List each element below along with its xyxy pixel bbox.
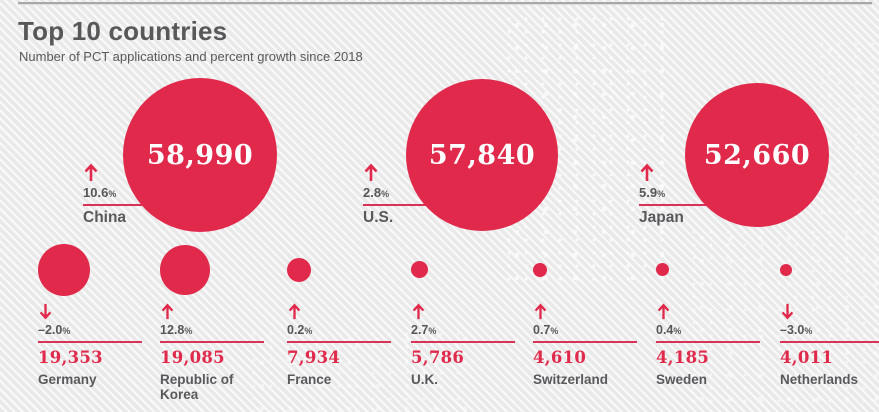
growth-arrow-icon bbox=[364, 163, 378, 181]
bubble-netherlands bbox=[780, 264, 792, 276]
growth-percent: 2.8% bbox=[363, 185, 390, 200]
application-count: 4,011 bbox=[780, 347, 834, 367]
growth-arrow-icon bbox=[39, 303, 52, 320]
bubble-uk bbox=[411, 261, 428, 278]
label-column-china: 10.6% China bbox=[83, 163, 213, 225]
growth-percent: 0.7% bbox=[533, 323, 559, 337]
accent-underline bbox=[160, 341, 264, 343]
growth-arrow-icon bbox=[84, 163, 98, 181]
growth-percent: 12.8% bbox=[160, 323, 193, 337]
bubble-japan: 52,660 bbox=[685, 83, 829, 227]
label-column-us: 2.8% U.S. bbox=[363, 163, 493, 225]
accent-underline bbox=[363, 204, 467, 206]
country-name: Switzerland bbox=[533, 371, 609, 387]
accent-underline bbox=[287, 341, 391, 343]
top-divider-line bbox=[18, 2, 872, 5]
application-count: 4,185 bbox=[656, 347, 710, 367]
page-title: Top 10 countries bbox=[18, 16, 228, 46]
accent-underline bbox=[38, 341, 142, 343]
growth-arrow-icon bbox=[657, 303, 670, 320]
growth-percent: 0.2% bbox=[287, 323, 313, 337]
country-name: China bbox=[83, 208, 127, 226]
growth-arrow-icon bbox=[640, 163, 654, 181]
bubble-republic-of-korea bbox=[160, 245, 210, 295]
application-count: 5,786 bbox=[411, 347, 465, 367]
accent-underline bbox=[656, 341, 760, 343]
bubble-sweden bbox=[656, 263, 669, 276]
label-column-switzerland: 0.7% 4,610 Switzerland bbox=[533, 303, 663, 387]
bubble-china: 58,990 bbox=[123, 78, 277, 232]
country-name: U.K. bbox=[411, 371, 438, 387]
accent-underline bbox=[533, 341, 637, 343]
accent-underline bbox=[411, 341, 515, 343]
country-name: France bbox=[287, 371, 332, 387]
growth-percent: 10.6% bbox=[83, 185, 117, 200]
country-name: Sweden bbox=[656, 371, 708, 387]
label-column-netherlands: –3.0% 4,011 Netherlands bbox=[780, 303, 879, 387]
growth-arrow-icon bbox=[161, 303, 174, 320]
growth-arrow-icon bbox=[412, 303, 425, 320]
growth-arrow-icon bbox=[534, 303, 547, 320]
bubble-value-japan: 52,660 bbox=[703, 139, 811, 171]
application-count: 19,085 bbox=[160, 347, 225, 367]
bubble-germany bbox=[38, 244, 90, 296]
accent-underline bbox=[83, 204, 187, 206]
country-name: Netherlands bbox=[780, 371, 859, 387]
page-subtitle: Number of PCT applications and percent g… bbox=[19, 49, 363, 64]
application-count: 7,934 bbox=[287, 347, 341, 367]
bubble-value-us: 57,840 bbox=[428, 139, 536, 171]
growth-percent: 0.4% bbox=[656, 323, 682, 337]
country-name: U.S. bbox=[363, 208, 394, 226]
label-column-germany: –2.0% 19,353 Germany bbox=[38, 303, 168, 387]
label-column-france: 0.2% 7,934 France bbox=[287, 303, 417, 387]
application-count: 4,610 bbox=[533, 347, 587, 367]
growth-percent: 2.7% bbox=[411, 323, 437, 337]
label-column-republic-of-korea: 12.8% 19,085 Republic of Korea bbox=[160, 303, 290, 403]
growth-arrow-icon bbox=[288, 303, 301, 320]
country-name: Republic of Korea bbox=[160, 371, 234, 403]
bubble-switzerland bbox=[533, 263, 547, 277]
bubble-value-china: 58,990 bbox=[146, 139, 254, 171]
application-count: 19,353 bbox=[38, 347, 103, 367]
growth-arrow-icon bbox=[781, 303, 794, 320]
growth-percent: –2.0% bbox=[38, 323, 71, 337]
bubble-france bbox=[287, 258, 311, 282]
bubble-us: 57,840 bbox=[406, 79, 558, 231]
accent-underline bbox=[639, 204, 743, 206]
growth-percent: –3.0% bbox=[780, 323, 813, 337]
texture-speckles bbox=[818, 40, 879, 220]
label-column-uk: 2.7% 5,786 U.K. bbox=[411, 303, 541, 387]
accent-underline bbox=[780, 341, 879, 343]
country-name: Germany bbox=[38, 371, 97, 387]
label-column-sweden: 0.4% 4,185 Sweden bbox=[656, 303, 786, 387]
